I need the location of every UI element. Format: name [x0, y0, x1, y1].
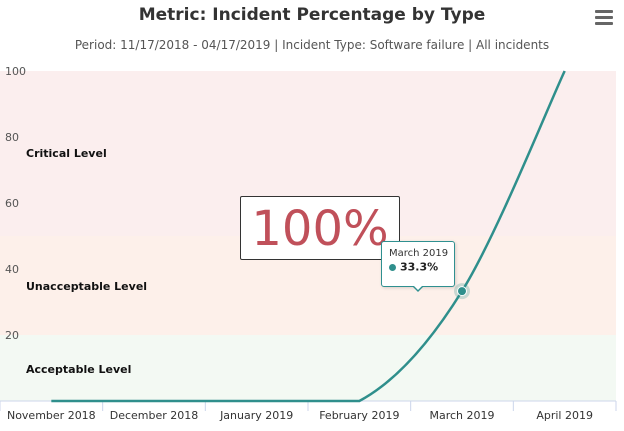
- menu-bar-icon: [595, 16, 613, 19]
- band-label: Unacceptable Level: [26, 280, 147, 293]
- y-tick-label: 40: [5, 263, 19, 276]
- tooltip-value: 33.3%: [400, 260, 439, 274]
- menu-bar-icon: [595, 22, 613, 25]
- x-tick-label: April 2019: [536, 409, 593, 422]
- x-tick-label: February 2019: [319, 409, 399, 422]
- x-tick-label: March 2019: [429, 409, 494, 422]
- x-tick-label: December 2018: [110, 409, 199, 422]
- data-point: [457, 286, 467, 297]
- y-tick-label: 60: [5, 197, 19, 210]
- big-value-box: 100%: [240, 196, 400, 260]
- hamburger-menu-icon[interactable]: [594, 10, 614, 28]
- band-3: [0, 335, 616, 401]
- series-line: [51, 70, 566, 403]
- y-tick-label: 100: [5, 65, 26, 78]
- x-tick-label: November 2018: [7, 409, 96, 422]
- tooltip-category: March 2019: [389, 248, 449, 259]
- tooltip-row: 33.3%: [389, 260, 454, 274]
- data-tooltip: March 2019 33.3%: [381, 241, 455, 287]
- chart-subtitle: Period: 11/17/2018 - 04/17/2019 | Incide…: [74, 38, 550, 52]
- tooltip-arrow-inner-icon: [413, 285, 423, 290]
- menu-bar-icon: [595, 10, 613, 13]
- y-tick-label: 80: [5, 131, 19, 144]
- series-dot-icon: [389, 263, 396, 271]
- x-tick-label: January 2019: [219, 409, 293, 422]
- band-label: Acceptable Level: [26, 363, 131, 376]
- y-tick-label: 20: [5, 329, 19, 342]
- chart-title: Metric: Incident Percentage by Type: [138, 5, 486, 25]
- band-label: Critical Level: [26, 147, 107, 160]
